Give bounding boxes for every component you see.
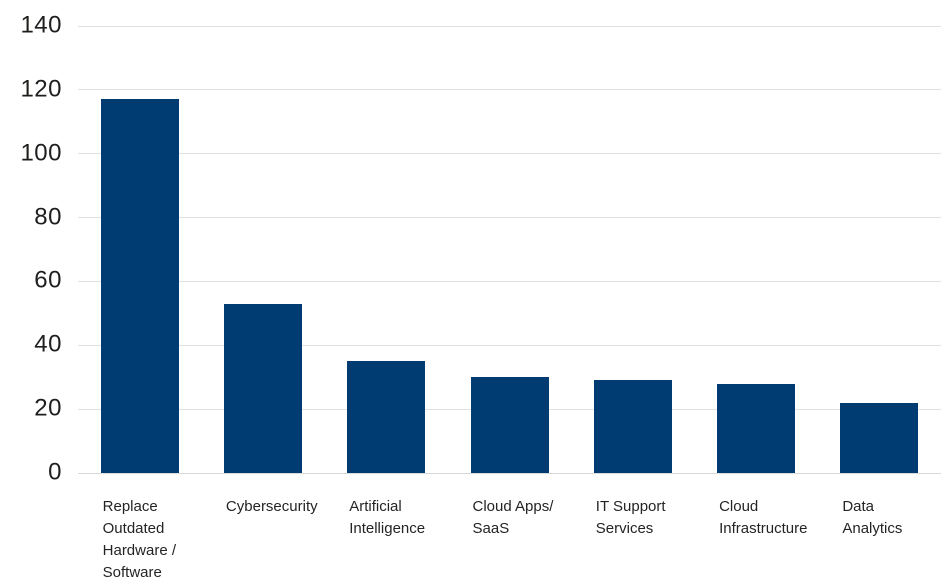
y-axis-tick-label-80: 80 (34, 203, 62, 231)
y-axis-tick-label-0: 0 (48, 458, 62, 486)
bar-it-support-services[interactable] (593, 380, 672, 473)
y-axis-tick-label-60: 60 (34, 266, 62, 294)
bar-data-analytics[interactable] (840, 402, 919, 473)
gridline-60 (78, 280, 941, 282)
y-axis-tick-label-20: 20 (34, 394, 62, 422)
x-axis-category-label: Data Analytics (842, 498, 903, 537)
x-axis-category-label: Artificial Intelligence (349, 498, 426, 537)
x-axis-category-label: Replace Outdated Hardware / Software (102, 498, 176, 581)
gridline-100 (78, 153, 941, 155)
x-axis-category-label: Cloud Infrastructure (719, 498, 808, 537)
bar-cloud-apps-saas[interactable] (470, 377, 549, 473)
x-axis-category-label: Cloud Apps/ SaaS (472, 498, 554, 537)
x-axis-line (78, 472, 941, 474)
y-axis-tick-label-40: 40 (34, 330, 62, 358)
gridline-80 (78, 217, 941, 219)
bar-replace-outdated-hardware-software[interactable] (100, 99, 179, 473)
x-axis-category-label: Cybersecurity (225, 498, 318, 515)
y-axis-tick-label-140: 140 (20, 11, 62, 39)
y-axis-tick-label-100: 100 (20, 139, 62, 167)
x-axis-category-label: IT Support Services (595, 498, 666, 537)
gridline-40 (78, 344, 941, 346)
bar-artificial-intelligence[interactable] (347, 361, 426, 473)
y-axis-tick-label-120: 120 (20, 75, 62, 103)
gridline-140 (78, 25, 941, 27)
gridline-120 (78, 89, 941, 91)
bar-cloud-infrastructure[interactable] (717, 383, 796, 473)
bar-cybersecurity[interactable] (223, 303, 302, 473)
